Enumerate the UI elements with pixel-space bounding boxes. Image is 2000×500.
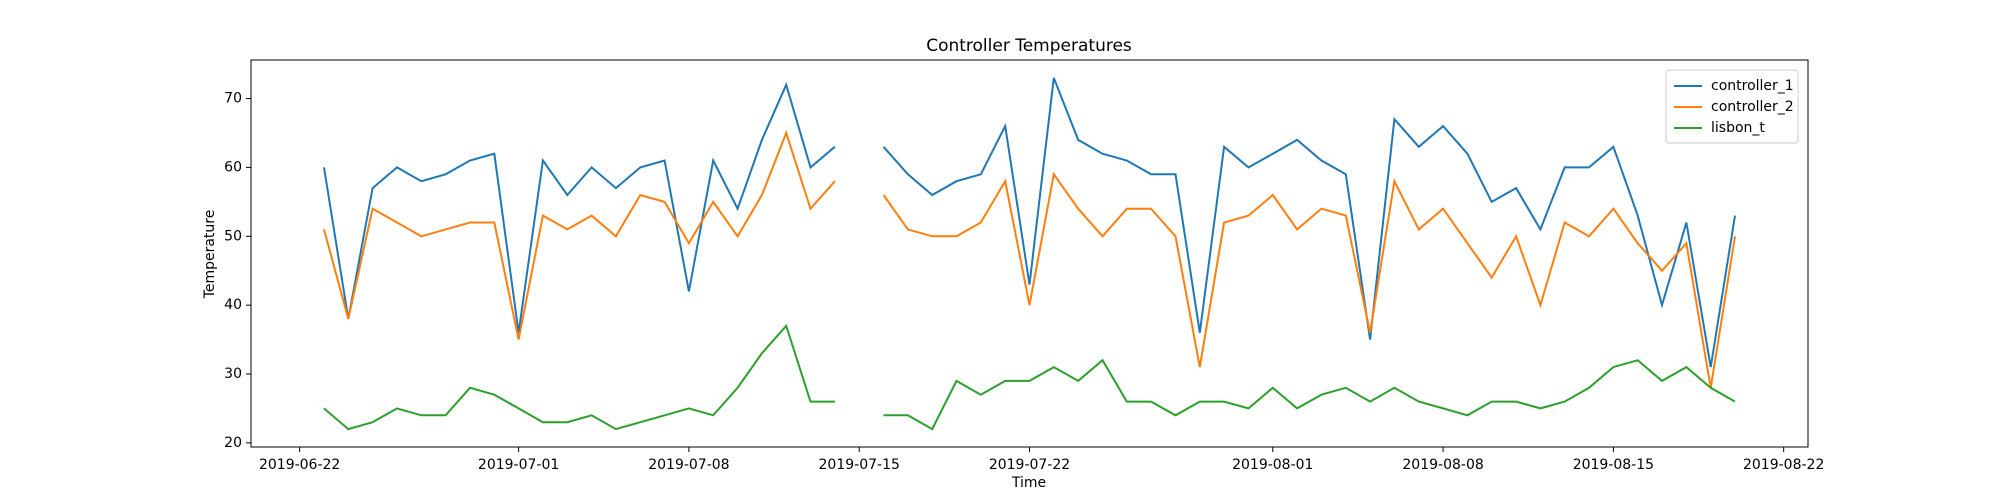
series-line	[323, 81, 836, 333]
y-tick-label: 20	[224, 435, 242, 451]
y-tick-label: 30	[224, 366, 242, 382]
legend-box	[1665, 69, 1799, 144]
series-line	[882, 77, 1736, 368]
x-tick-label: 2019-07-01	[478, 457, 559, 473]
legend: controller_1 controller_2 lisbon_t	[1665, 69, 1799, 144]
x-tick-label: 2019-08-15	[1573, 457, 1654, 473]
x-tick-label: 2019-07-15	[819, 457, 900, 473]
x-tick-label: 2019-08-01	[1232, 457, 1313, 473]
y-tick-label: 70	[224, 91, 242, 107]
legend-label: controller_2	[1711, 99, 1794, 115]
series-line	[883, 358, 1736, 431]
legend-label: controller_1	[1711, 78, 1794, 94]
series-line	[882, 171, 1736, 388]
x-tick-label: 2019-07-08	[648, 457, 729, 473]
x-tick-label: 2019-08-22	[1743, 457, 1824, 473]
chart-title: Controller Temperatures	[926, 36, 1132, 56]
y-axis-label: Temperature	[202, 210, 218, 300]
series-line	[323, 130, 836, 340]
x-axis-label: Time	[1011, 475, 1046, 491]
y-tick-label: 50	[224, 228, 242, 244]
y-tick-label: 60	[224, 159, 242, 175]
y-tick-label: 40	[224, 297, 242, 313]
x-tick-label: 2019-08-08	[1402, 457, 1483, 473]
x-tick-label: 2019-07-22	[989, 457, 1070, 473]
series-line	[323, 323, 835, 431]
legend-label: lisbon_t	[1711, 120, 1765, 136]
x-tick-label: 2019-06-22	[259, 457, 340, 473]
axes-frame	[250, 59, 1809, 448]
